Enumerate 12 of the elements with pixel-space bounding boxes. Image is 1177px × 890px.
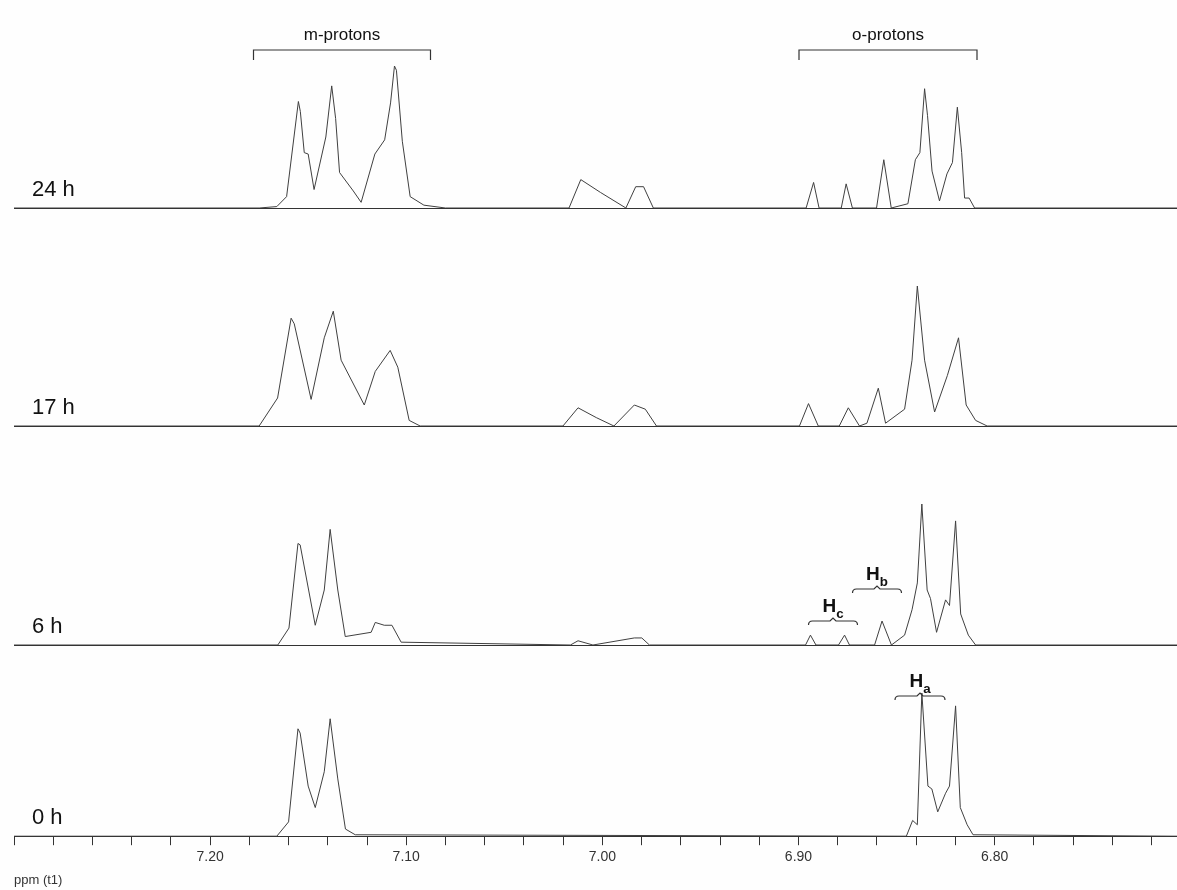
x-tick-label: 7.20 xyxy=(196,848,224,865)
x-axis-title: ppm (t1) xyxy=(14,872,63,888)
x-tick-label: 6.90 xyxy=(784,848,813,865)
text: m-protons xyxy=(303,25,381,44)
series-label: 17 h xyxy=(32,394,75,419)
text: o-protons xyxy=(852,25,924,44)
x-tick-label: 7.00 xyxy=(588,848,617,865)
series-label: 6 h xyxy=(32,613,63,638)
x-tick-label: 7.10 xyxy=(392,848,421,865)
series-label: 0 h xyxy=(32,804,63,830)
series-label: 24 h xyxy=(32,176,75,201)
x-tick-label: 6.80 xyxy=(980,848,1009,865)
